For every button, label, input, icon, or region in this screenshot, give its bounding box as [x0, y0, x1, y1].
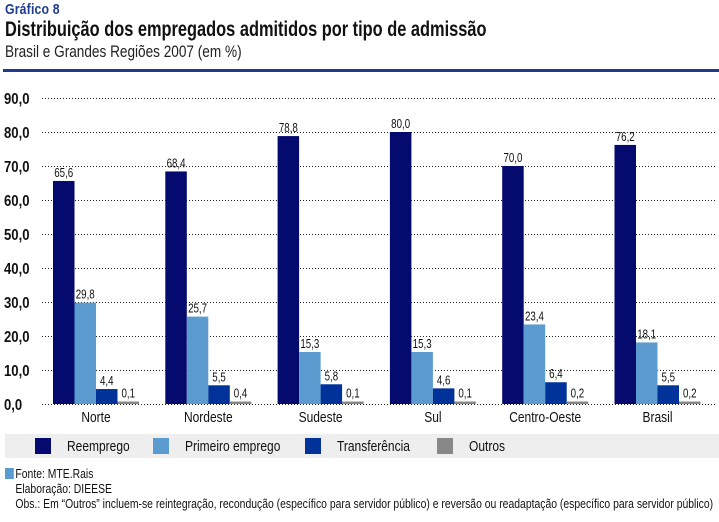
x-tick-label: Centro-Oeste [509, 409, 581, 426]
y-tick-label: 40,0 [4, 261, 30, 278]
chart-subtitle: Brasil e Grandes Regiões 2007 (em %) [5, 42, 242, 61]
legend-swatch-transferencia [305, 438, 321, 454]
y-tick-label: 10,0 [4, 363, 30, 380]
data-label: 65,6 [54, 167, 73, 180]
legend-swatch-reemprego [35, 438, 51, 454]
y-tick-label: 0,0 [4, 397, 22, 414]
data-label: 29,8 [76, 289, 95, 302]
bullet-icon [5, 468, 14, 479]
bar-outros-sul [454, 401, 476, 404]
data-labels: 65,6 29,8 4,4 0,1 68,4 25,7 5,5 0,4 78,8 15,3 5,8 0… [54, 118, 696, 401]
bar-transfer-ncia-centro-oeste [545, 382, 567, 404]
source-line: Fonte: MTE.Rais [5, 466, 713, 481]
data-label: 80,0 [391, 118, 410, 131]
bar-outros-centro-oeste [566, 401, 589, 404]
y-tick-label: 70,0 [4, 159, 30, 176]
bar-chart: 0,010,020,030,040,050,060,070,080,090,0 … [4, 91, 716, 426]
x-tick-label: Brasil [643, 409, 673, 426]
legend-item-transferencia: Transferência [305, 434, 428, 458]
bar-primeiro-emprego-sul [411, 351, 433, 404]
bar-primeiro-emprego-nordeste [186, 316, 209, 404]
y-tick-label: 60,0 [4, 193, 30, 210]
note-text: Obs.: Em “Outros” incluem-se reintegraçã… [15, 496, 714, 511]
chart-title: Distribuição dos empregados admitidos po… [5, 18, 487, 41]
bar-transfer-ncia-sudeste [320, 384, 343, 404]
x-tick-label: Sudeste [299, 409, 343, 426]
data-label: 5,5 [212, 371, 226, 384]
bar-primeiro-emprego-brasil [636, 342, 658, 404]
bar-reemprego-centro-oeste [502, 166, 524, 404]
chart-label: Gráfico 8 [5, 1, 60, 18]
bar-reemprego-nordeste [165, 171, 187, 404]
x-tick-label: Sul [424, 409, 441, 426]
data-label: 0,1 [346, 387, 360, 400]
data-label: 23,4 [525, 310, 544, 323]
bars [53, 132, 701, 405]
y-tick-label: 80,0 [4, 125, 30, 142]
bar-transfer-ncia-norte [96, 389, 118, 404]
data-label: 4,6 [437, 374, 451, 387]
header-divider [3, 69, 719, 72]
data-label: 4,4 [100, 375, 114, 388]
data-label: 15,3 [300, 338, 319, 351]
elaboration-text: Elaboração: DIEESE [15, 481, 112, 496]
bar-outros-brasil [679, 401, 701, 404]
bar-reemprego-norte [53, 180, 75, 404]
y-tick-label: 90,0 [4, 91, 30, 108]
y-axis-ticks: 0,0 10,0 20,0 30,0 40,0 50,0 60,0 70,0 80,0 90,0 [4, 91, 30, 414]
bar-transfer-ncia-nordeste [208, 385, 230, 404]
data-label: 0,1 [121, 387, 135, 400]
legend-swatch-primeiro-emprego [153, 438, 169, 454]
bar-primeiro-emprego-centro-oeste [523, 324, 546, 404]
legend-label: Primeiro emprego [185, 437, 281, 455]
data-label: 18,1 [637, 328, 656, 341]
legend-item-outros: Outros [437, 434, 514, 458]
bar-transfer-ncia-brasil [657, 385, 679, 404]
footer-notes: Fonte: MTE.Rais Elaboração: DIEESE Obs.:… [5, 466, 719, 511]
bar-outros-norte [117, 401, 139, 404]
data-label: 6,4 [549, 368, 563, 381]
x-tick-label: Norte [81, 409, 110, 426]
legend-item-reemprego: Reemprego [35, 434, 145, 458]
data-label: 0,2 [571, 387, 585, 400]
data-label: 70,0 [503, 152, 522, 165]
x-tick-label: Nordeste [184, 409, 233, 426]
data-label: 68,4 [167, 157, 186, 170]
x-axis-ticks: Norte Nordeste Sudeste Sul Centro-Oeste Brasi… [81, 409, 672, 426]
data-label: 76,2 [616, 131, 635, 144]
bar-reemprego-brasil [614, 144, 636, 405]
bar-reemprego-sul [389, 132, 412, 404]
legend: Reemprego Primeiro emprego Transferência… [5, 434, 719, 458]
bar-primeiro-emprego-sudeste [299, 351, 321, 404]
y-tick-label: 20,0 [4, 329, 30, 346]
bar-outros-sudeste [342, 401, 364, 404]
data-label: 0,1 [458, 387, 472, 400]
data-label: 25,7 [188, 303, 207, 316]
legend-label: Outros [469, 437, 506, 455]
source-text: Fonte: MTE.Rais [15, 466, 94, 481]
legend-item-primeiro-emprego: Primeiro emprego [153, 434, 304, 458]
data-label: 15,3 [413, 338, 432, 351]
data-label: 5,5 [661, 371, 675, 384]
data-label: 5,8 [325, 370, 339, 383]
data-label: 0,2 [683, 387, 697, 400]
y-tick-label: 50,0 [4, 227, 30, 244]
bar-transfer-ncia-sul [432, 388, 455, 404]
legend-label: Reemprego [67, 437, 130, 455]
bar-primeiro-emprego-norte [74, 302, 96, 404]
bar-reemprego-sudeste [277, 136, 300, 404]
data-label: 78,8 [279, 122, 298, 135]
legend-label: Transferência [337, 437, 410, 455]
y-tick-label: 30,0 [4, 295, 30, 312]
data-label: 0,4 [234, 387, 248, 400]
legend-swatch-outros [437, 438, 453, 454]
bar-outros-nordeste [229, 401, 252, 404]
gridlines [42, 98, 716, 405]
